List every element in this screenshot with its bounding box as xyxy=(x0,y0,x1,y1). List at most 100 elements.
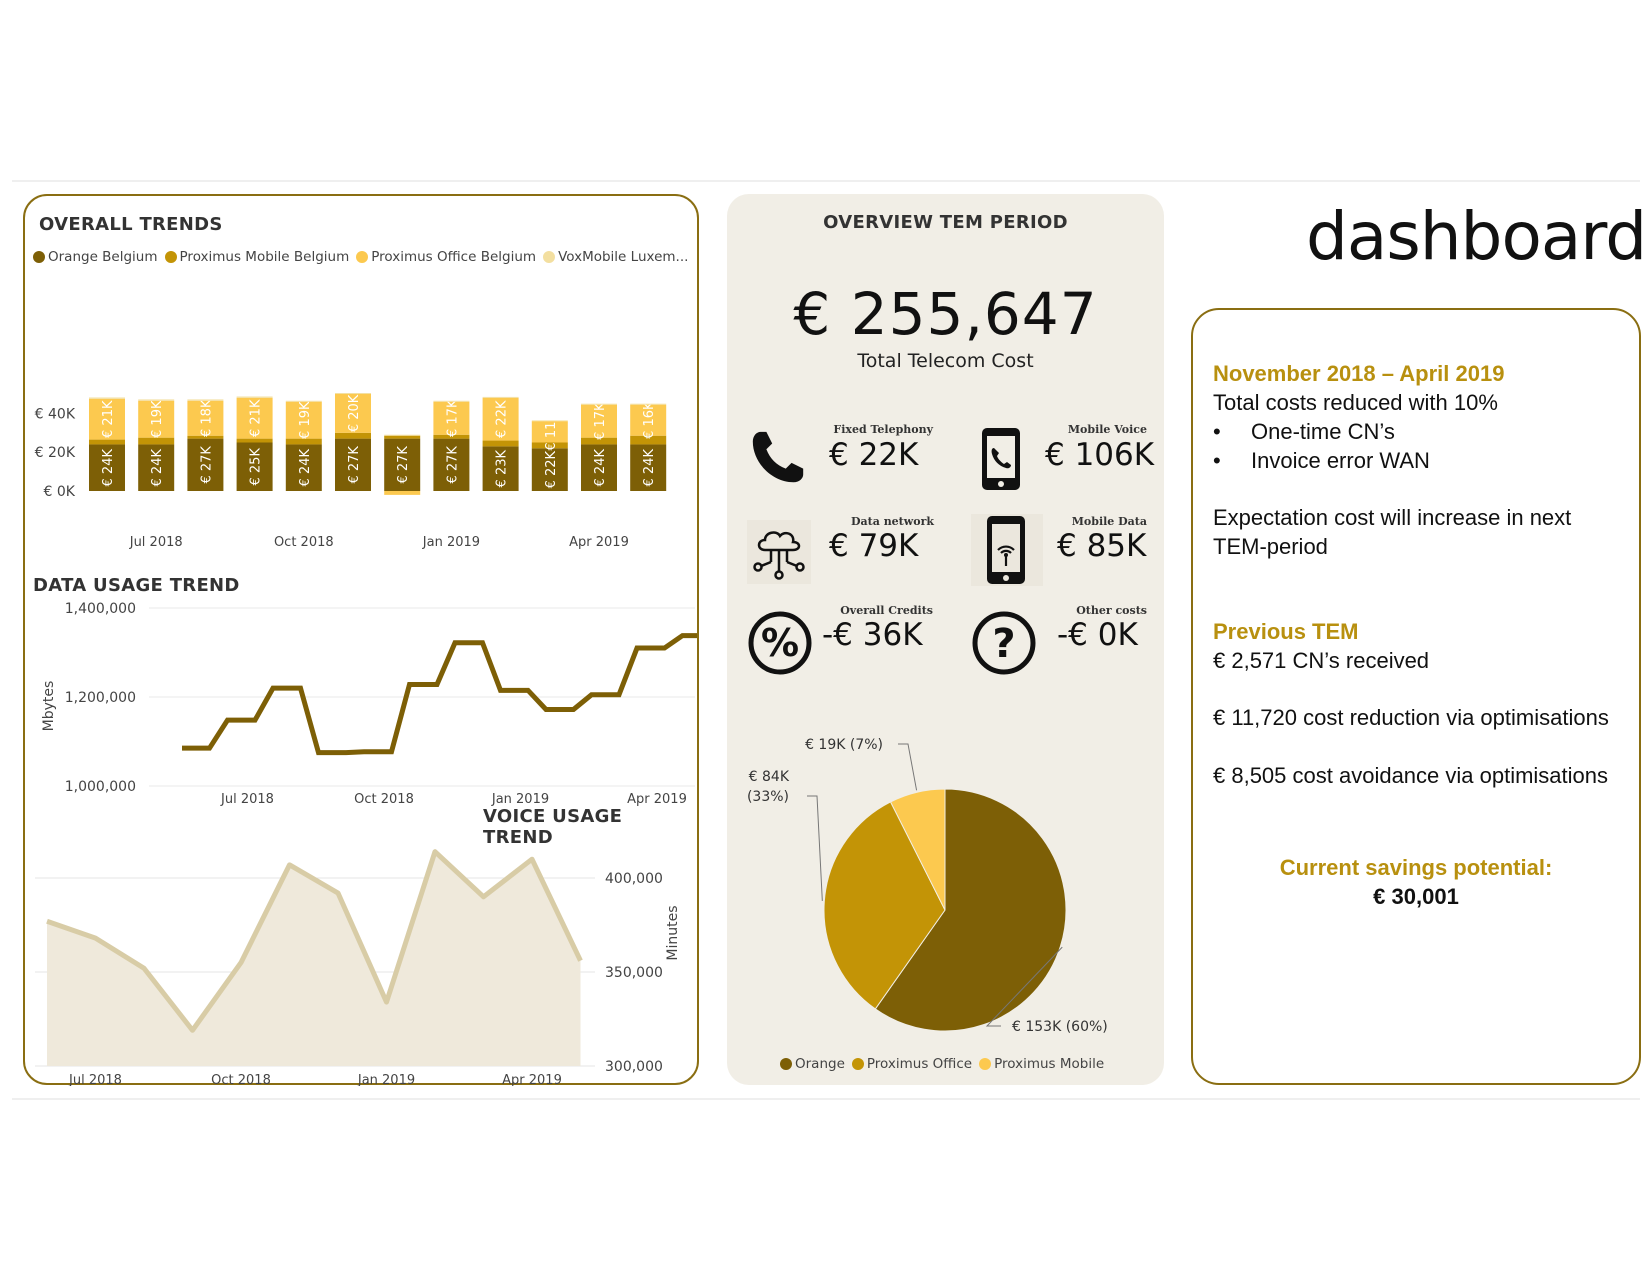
bar-segment xyxy=(433,438,470,491)
summary-bullet-1: • One-time CN’s xyxy=(1213,419,1395,444)
pie-legend-item-proximus-mobile[interactable]: Proximus Mobile xyxy=(979,1056,1104,1072)
bar-data-label: € 27K xyxy=(445,446,460,484)
trends-panel: OVERALL TRENDS Orange Belgium Proximus M… xyxy=(23,194,699,1086)
bar-segment xyxy=(384,435,421,439)
legend-item-proximus-mobile[interactable]: Proximus Mobile Belgium xyxy=(164,249,350,265)
bar-segment xyxy=(433,434,470,439)
x-tick-label: Jan 2019 xyxy=(357,1073,415,1086)
bar-segment xyxy=(285,438,322,445)
summary-period: November 2018 – April 2019 xyxy=(1213,361,1505,386)
bar-data-label: € 16K xyxy=(642,401,657,439)
bar-data-label: € 24K xyxy=(150,449,165,487)
kpi-value-overall-credits: -€ 36K xyxy=(822,617,923,653)
x-tick-label: Oct 2018 xyxy=(354,792,414,806)
bar-data-label: € 25K xyxy=(249,448,264,486)
y-tick-label: 300,000 xyxy=(605,1059,663,1075)
bar-segment xyxy=(581,403,617,405)
bar-segment xyxy=(335,432,371,439)
bar-segment xyxy=(187,435,224,439)
bar-segment xyxy=(581,437,617,445)
voice-usage-title: VOICE USAGE TREND xyxy=(483,806,623,848)
data-usage-title: DATA USAGE TREND xyxy=(33,575,240,596)
x-tick-label: Jan 2019 xyxy=(491,792,549,806)
kpi-value-data-network: € 79K xyxy=(829,528,919,564)
legend-label: Proximus Office Belgium xyxy=(371,249,537,265)
legend-item-orange-belgium[interactable]: Orange Belgium xyxy=(33,249,158,265)
bar-segment xyxy=(285,444,322,491)
bar-segment xyxy=(236,397,273,439)
bar-segment xyxy=(630,435,667,445)
bar-segment xyxy=(335,394,371,433)
bar-segment xyxy=(630,403,667,405)
legend-label: Orange Belgium xyxy=(48,249,158,265)
x-tick-label: Oct 2018 xyxy=(274,535,334,550)
kpi-label-data-network: Data network xyxy=(850,515,934,528)
pie-legend-item-proximus-office[interactable]: Proximus Office xyxy=(851,1056,972,1072)
bar-data-label: € 19K xyxy=(298,401,313,439)
legend-dot xyxy=(851,1058,864,1070)
bar-segment xyxy=(531,421,568,443)
pie-slice xyxy=(823,801,946,1010)
legend-dot xyxy=(979,1058,992,1070)
voice-usage-chart: 400,000 350,000 300,000 Jul 2018 Oct 2018 Ja… xyxy=(35,849,681,1086)
bar-segment xyxy=(531,448,568,491)
kpi-value-fixed-telephony: € 22K xyxy=(829,437,919,473)
y-tick-label: € 40K xyxy=(35,406,76,422)
x-tick-label: Jul 2018 xyxy=(68,1073,122,1086)
bar-data-label: € 24K xyxy=(593,449,608,487)
total-telecom-cost-label: Total Telecom Cost xyxy=(857,350,1034,372)
bar-segment xyxy=(236,396,273,398)
legend-item-proximus-office[interactable]: Proximus Office Belgium xyxy=(356,249,536,265)
bar-data-label: € 24K xyxy=(101,449,116,487)
legend-label: Orange xyxy=(795,1056,845,1072)
summary-expectation-line-1: Expectation cost will increase in next xyxy=(1213,505,1572,530)
bar-data-label: € 11K xyxy=(544,413,559,451)
cloud-network-icon xyxy=(747,520,811,588)
previous-tem-line-2: € 11,720 cost reduction via optimisation… xyxy=(1213,705,1609,730)
pie-leader-line xyxy=(985,946,1063,1027)
percent-icon: % xyxy=(747,610,813,680)
pie-leader-line xyxy=(807,795,823,901)
data-usage-ylabel: Mbytes xyxy=(41,681,57,732)
voice-usage-ylabel: Minutes xyxy=(665,905,681,960)
summary-expectation-line-2: TEM-period xyxy=(1213,534,1328,559)
voice-usage-line xyxy=(46,849,583,1033)
kpi-value-mobile-data: € 85K xyxy=(1057,528,1147,564)
legend-item-voxmobile[interactable]: VoxMobile Luxem... xyxy=(543,249,688,265)
total-telecom-cost-value: € 255,647 xyxy=(793,280,1098,348)
legend-label: Proximus Mobile xyxy=(994,1056,1105,1072)
overall-trends-legend: Orange Belgium Proximus Mobile Belgium P… xyxy=(33,249,695,265)
y-tick-label: 1,000,000 xyxy=(65,779,136,795)
legend-label: Proximus Mobile Belgium xyxy=(179,249,350,265)
kpi-label-fixed-telephony: Fixed Telephony xyxy=(833,423,933,436)
summary-panel: November 2018 – April 2019 Total costs r… xyxy=(1191,308,1641,1085)
summary-bullet-2: • Invoice error WAN xyxy=(1213,448,1430,473)
bar-data-label: € 27K xyxy=(347,446,362,484)
bullet-text: One-time CN’s xyxy=(1251,419,1395,444)
legend-dot xyxy=(780,1058,792,1070)
bar-data-label: € 24K xyxy=(298,449,313,487)
bar-segment xyxy=(531,420,568,422)
bar-segment xyxy=(187,400,224,436)
bar-data-label: € 17K xyxy=(445,399,460,437)
bar-data-label: € 18K xyxy=(199,399,214,437)
pie-data-label: (33%) xyxy=(747,789,789,805)
pie-legend-item-orange[interactable]: Orange xyxy=(780,1056,845,1072)
bar-segment xyxy=(89,398,125,440)
bar-data-label: € 24K xyxy=(642,449,657,487)
previous-tem-line-3: € 8,505 cost avoidance via optimisations xyxy=(1213,763,1609,788)
bar-segment xyxy=(236,438,273,443)
bar-segment xyxy=(187,438,224,491)
x-tick-label: Jul 2018 xyxy=(129,535,183,550)
bar-data-label: € 21K xyxy=(249,399,264,437)
pie-slice xyxy=(874,788,1067,1032)
y-tick-label: 1,400,000 xyxy=(65,601,136,617)
pie-data-label: € 84K xyxy=(749,769,790,785)
x-tick-label: Oct 2018 xyxy=(211,1073,271,1086)
y-tick-label: € 20K xyxy=(35,445,76,461)
bar-segment xyxy=(581,404,617,438)
bar-segment xyxy=(187,399,224,401)
top-divider xyxy=(12,180,1640,182)
bar-segment xyxy=(482,397,519,441)
bar-segment xyxy=(236,442,273,491)
